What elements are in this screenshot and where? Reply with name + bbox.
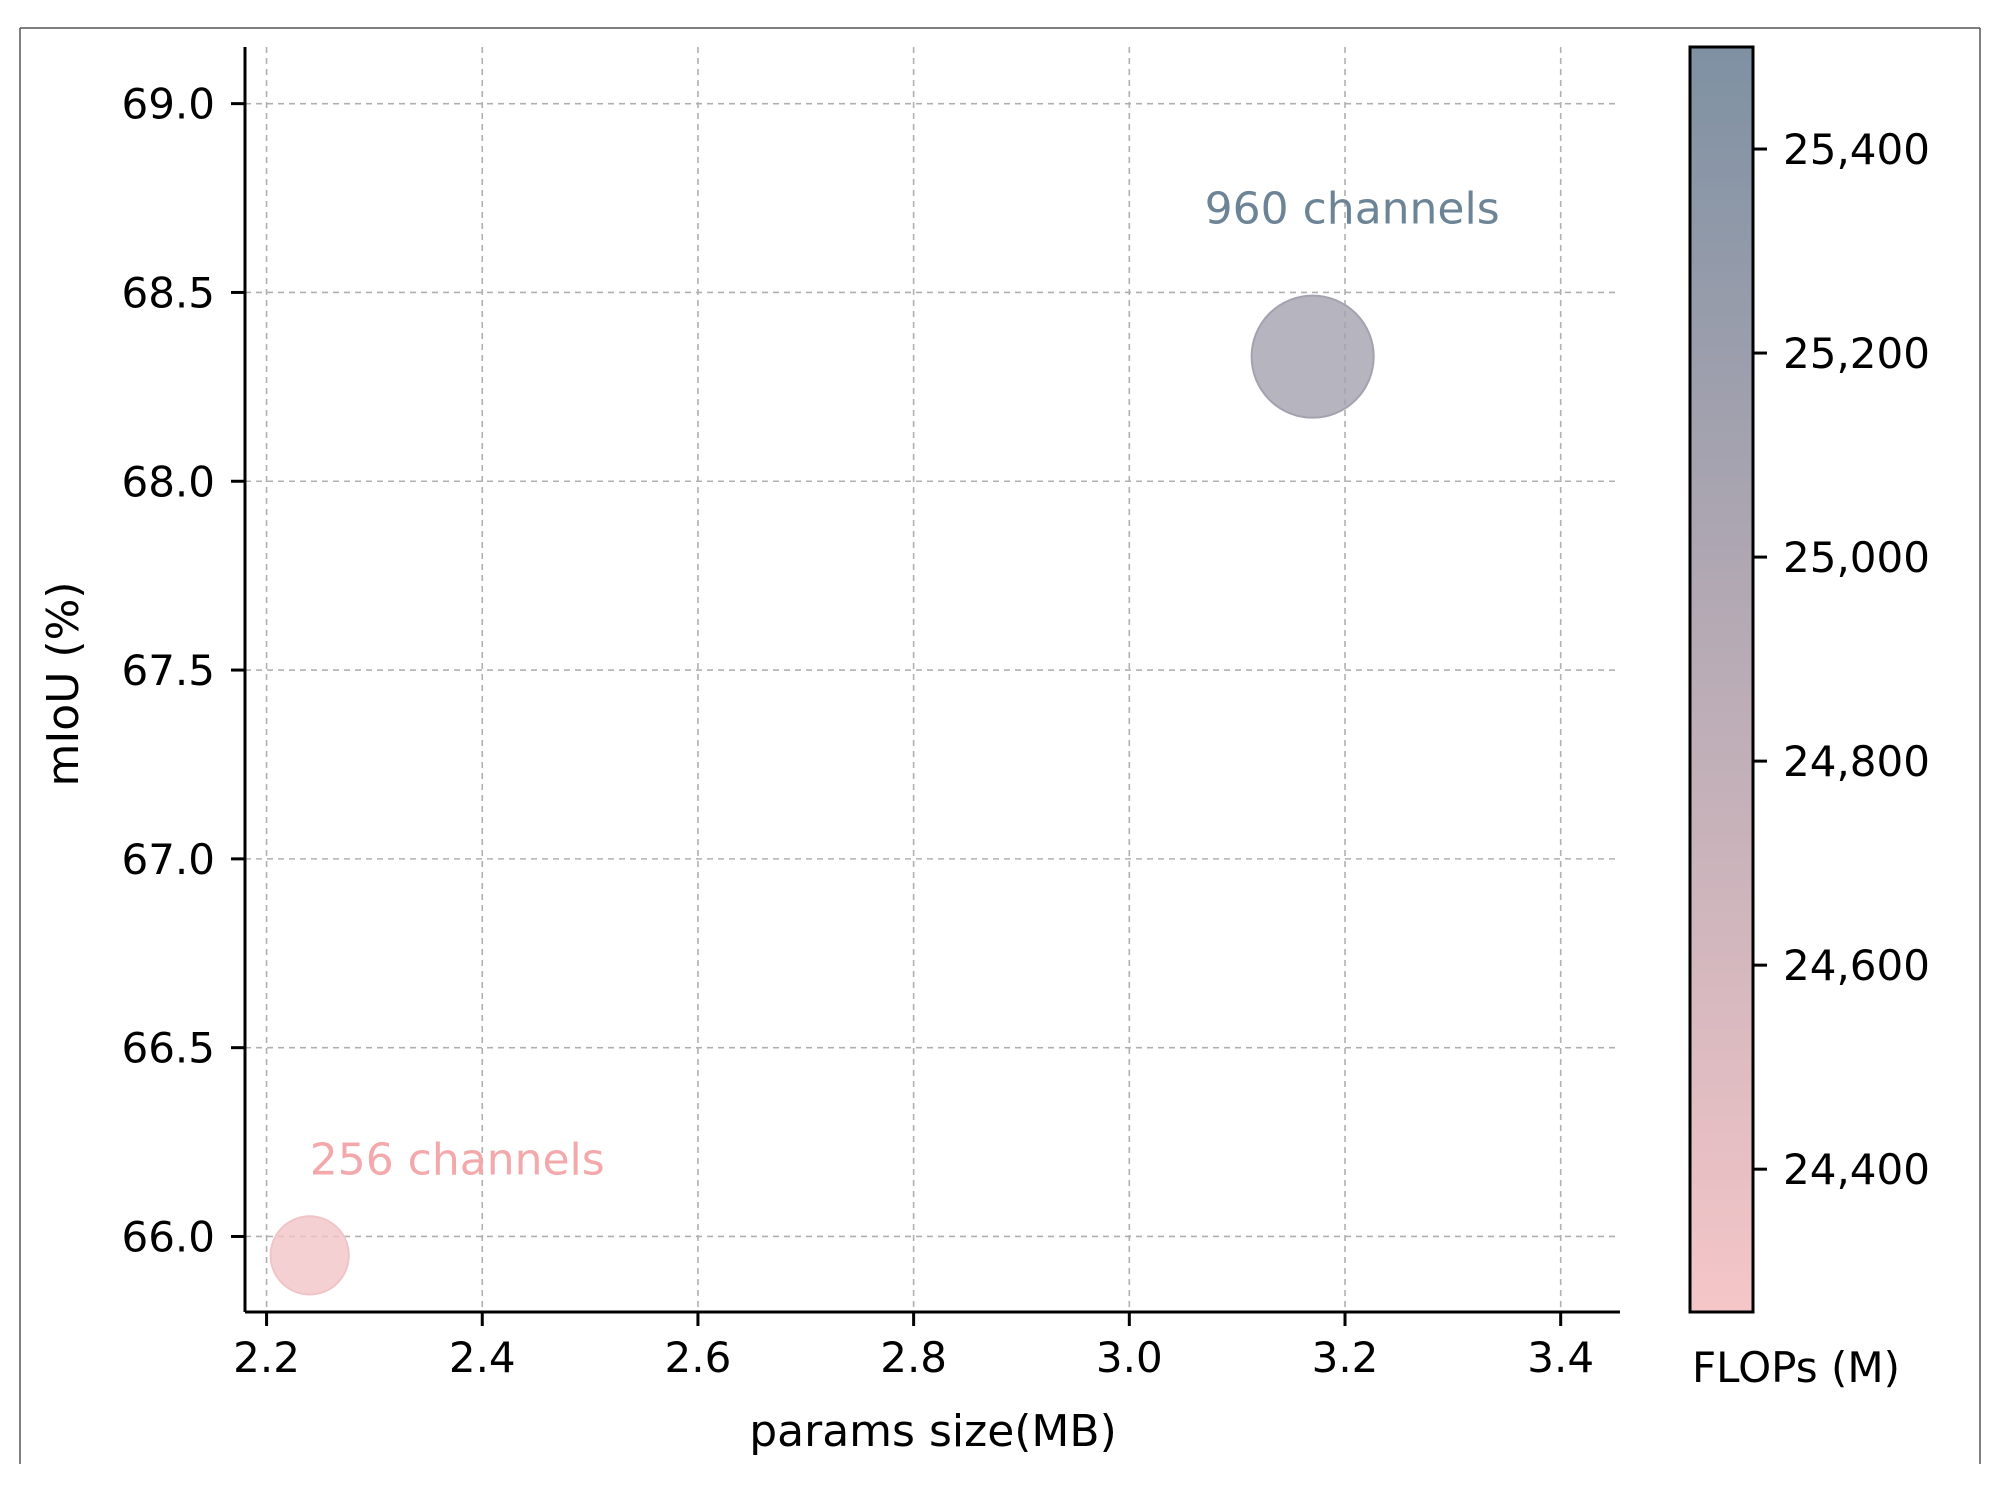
colorbar-label: FLOPs (M)	[1692, 1343, 1900, 1392]
x-tick-label-4: 3.0	[1096, 1333, 1163, 1382]
point-label-0: 256 channels	[310, 1134, 605, 1185]
x-axis-label: params size(MB)	[749, 1406, 1117, 1457]
grid-lines	[245, 47, 1620, 1312]
point-label-1: 960 channels	[1205, 184, 1500, 235]
tick-labels: 2.2 2.4 2.6 2.8 3.0 3.2 3.4 66.0 66.5 67.0 67.5 68.…	[121, 80, 1594, 1382]
y-tick-label-4: 68.0	[121, 457, 215, 506]
data-point-1	[1250, 294, 1375, 419]
data-points: 256 channels 960 channels	[269, 184, 1500, 1296]
data-point-0	[269, 1215, 350, 1296]
x-tick-label-0: 2.2	[233, 1333, 300, 1382]
x-tick-label-3: 2.8	[880, 1333, 947, 1382]
y-tick-label-1: 66.5	[121, 1024, 215, 1073]
y-tick-label-6: 69.0	[121, 80, 215, 129]
y-tick-label-5: 68.5	[121, 268, 215, 317]
x-tick-label-6: 3.4	[1527, 1333, 1594, 1382]
y-tick-label-2: 67.0	[121, 835, 215, 884]
x-tick-label-2: 2.6	[665, 1333, 732, 1382]
x-tick-label-5: 3.2	[1312, 1333, 1379, 1382]
colorbar-tick-label-4: 25,200	[1783, 329, 1930, 378]
axes	[231, 47, 1620, 1326]
colorbar-tick-label-0: 24,400	[1783, 1145, 1930, 1194]
colorbar-gradient	[1688, 45, 1755, 1314]
colorbar-tick-label-5: 25,400	[1783, 125, 1930, 174]
colorbar-tick-label-1: 24,600	[1783, 941, 1930, 990]
y-axis-label: mIoU (%)	[38, 581, 89, 786]
x-tick-label-1: 2.4	[449, 1333, 516, 1382]
colorbar-tick-label-2: 24,800	[1783, 737, 1930, 786]
colorbar: 24,400 24,600 24,800 25,000 25,200 25,400	[1688, 45, 1930, 1314]
y-tick-label-3: 67.5	[121, 646, 215, 695]
colorbar-tick-label-3: 25,000	[1783, 533, 1930, 582]
y-tick-label-0: 66.0	[121, 1212, 215, 1261]
